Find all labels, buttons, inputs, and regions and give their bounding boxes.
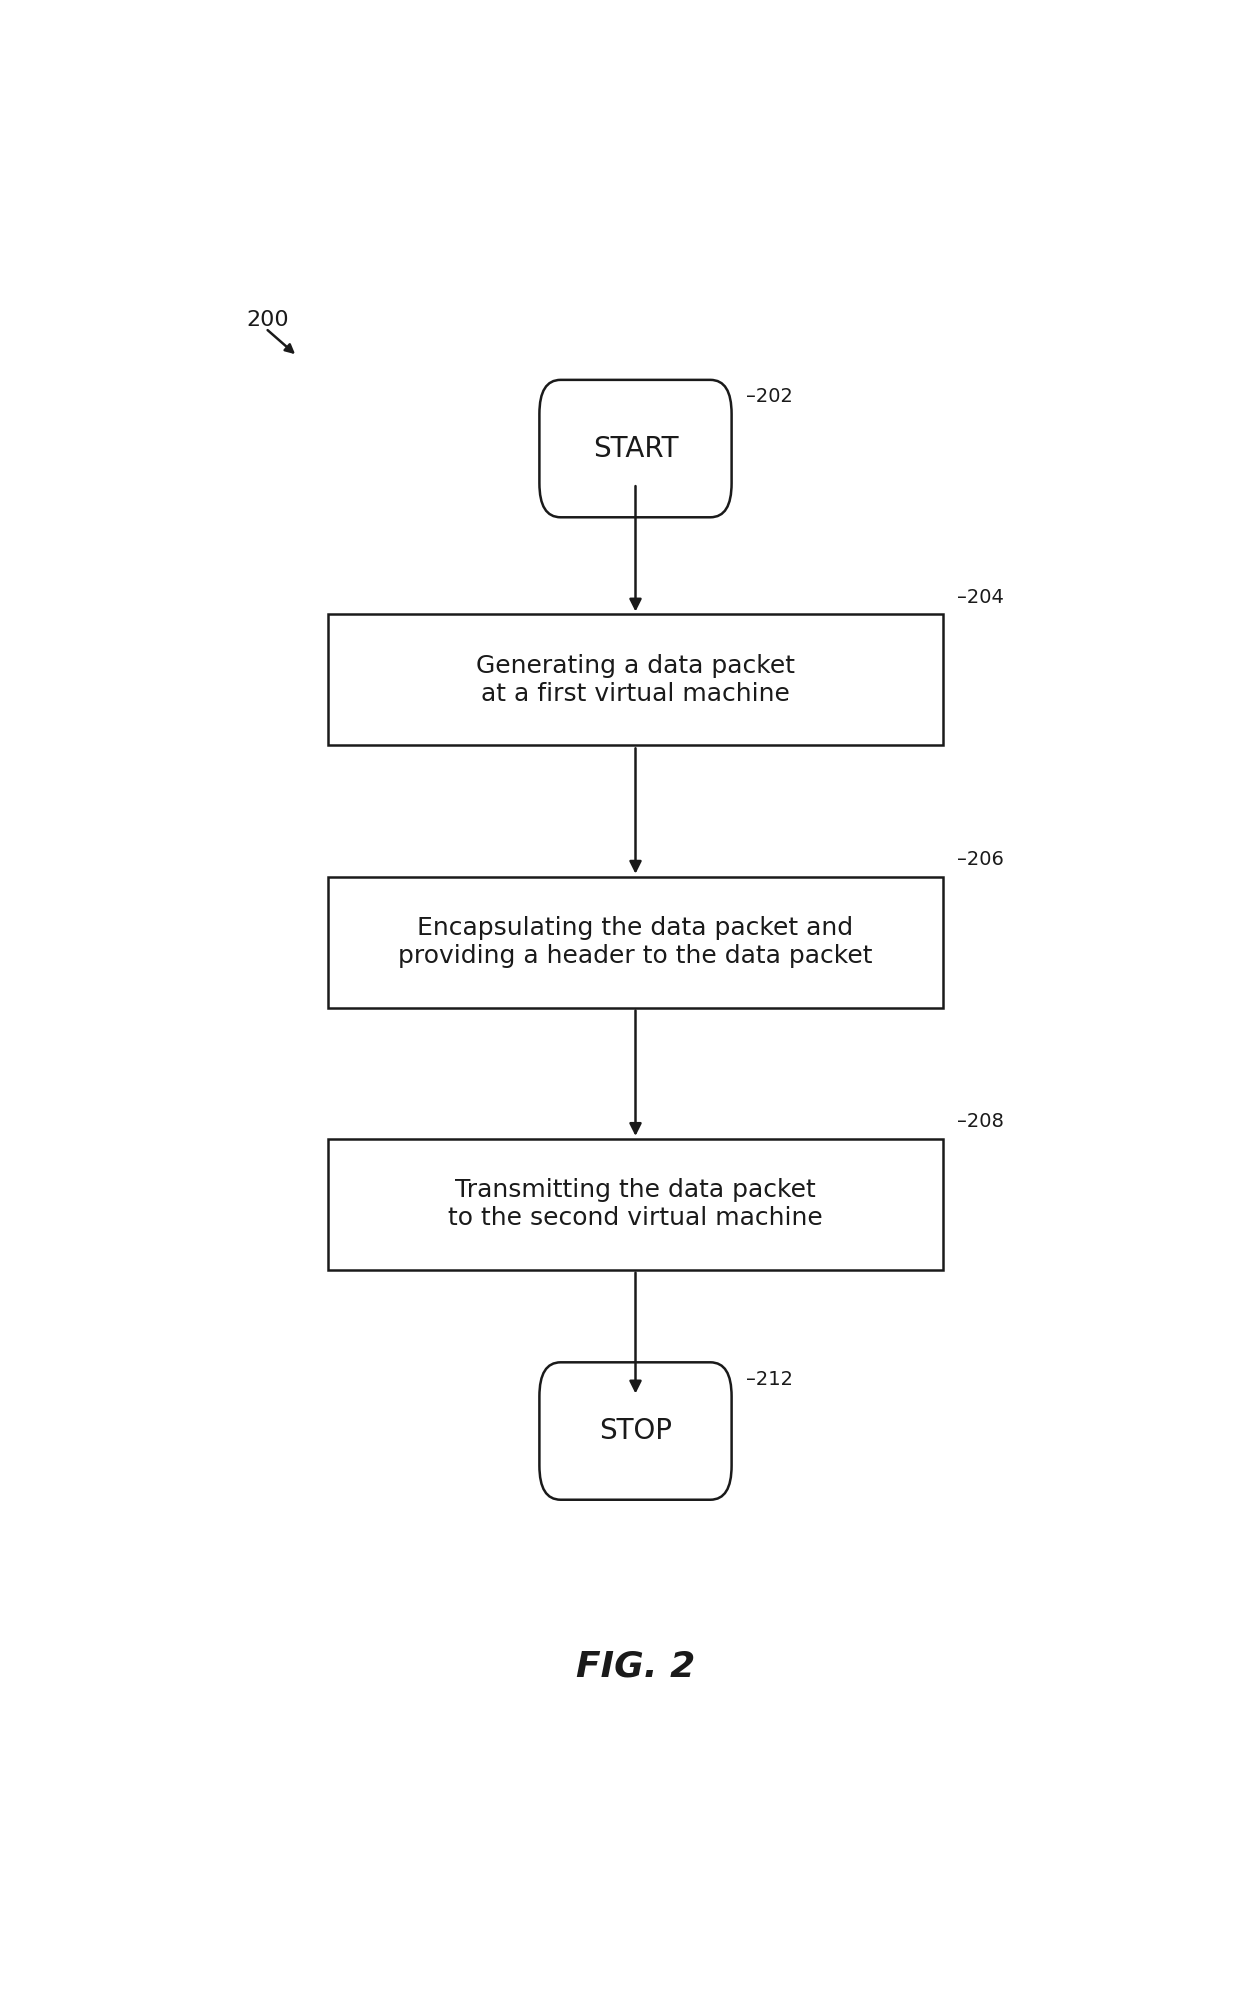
Text: STOP: STOP [599,1416,672,1444]
Text: –202: –202 [746,387,792,407]
Text: –208: –208 [957,1112,1004,1132]
Text: –212: –212 [746,1370,794,1388]
Text: FIG. 2: FIG. 2 [575,1650,696,1685]
Text: Encapsulating the data packet and
providing a header to the data packet: Encapsulating the data packet and provid… [398,915,873,967]
Bar [327,1140,944,1270]
Bar [327,615,944,745]
FancyBboxPatch shape [539,381,732,517]
Text: –206: –206 [957,849,1004,869]
Text: START: START [593,435,678,463]
Text: Generating a data packet
at a first virtual machine: Generating a data packet at a first virt… [476,655,795,705]
FancyBboxPatch shape [539,1362,732,1500]
Bar [327,877,944,1008]
Text: Transmitting the data packet
to the second virtual machine: Transmitting the data packet to the seco… [448,1178,823,1230]
Text: –204: –204 [957,587,1004,607]
Text: 200: 200 [247,310,289,330]
